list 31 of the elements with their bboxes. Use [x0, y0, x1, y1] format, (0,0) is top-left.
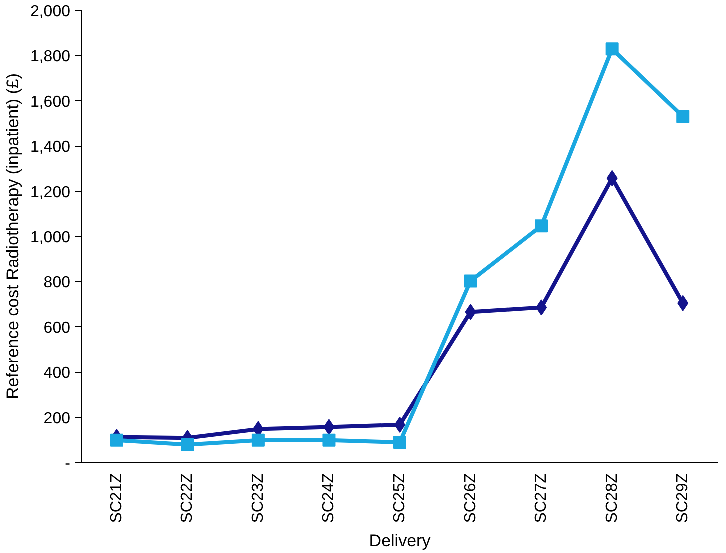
y-axis-title: Reference cost Radiotherapy (inpatient) (£) — [3, 74, 22, 400]
x-tick-label: SC21Z — [108, 473, 126, 524]
point — [535, 220, 548, 233]
y-tick-label: 1,400 — [30, 139, 71, 156]
x-tick-label: SC28Z — [604, 473, 621, 524]
y-tick-label: 1,800 — [30, 48, 71, 66]
x-tick-label: SC26Z — [462, 473, 480, 524]
point — [676, 110, 690, 124]
point — [252, 434, 265, 447]
point — [606, 42, 619, 56]
point — [464, 274, 478, 288]
point — [181, 438, 194, 452]
y-tick-label: 400 — [44, 365, 71, 382]
y-tick-label: 1,600 — [30, 94, 71, 111]
point — [394, 436, 406, 450]
x-tick-label: SC29Z — [674, 473, 692, 524]
y-tick-label: 200 — [44, 410, 71, 428]
x-tick-label: SC27Z — [533, 473, 550, 524]
x-tick-label: SC24Z — [320, 473, 338, 524]
x-tick-label: SC22Z — [179, 473, 196, 524]
point — [110, 434, 124, 447]
y-tick-label: 2,000 — [30, 4, 71, 20]
point — [322, 434, 336, 447]
x-tick-label: SC25Z — [392, 473, 408, 524]
y-tick-label: 1,000 — [30, 230, 71, 246]
y-tick-label: 1,200 — [30, 184, 71, 202]
x-tick-label: SC23Z — [250, 473, 267, 524]
y-tick-label: 800 — [44, 274, 71, 292]
x-axis-title: Delivery — [369, 531, 432, 550]
y-tick-label: 600 — [44, 320, 71, 337]
y-tick-label: - — [65, 456, 70, 472]
